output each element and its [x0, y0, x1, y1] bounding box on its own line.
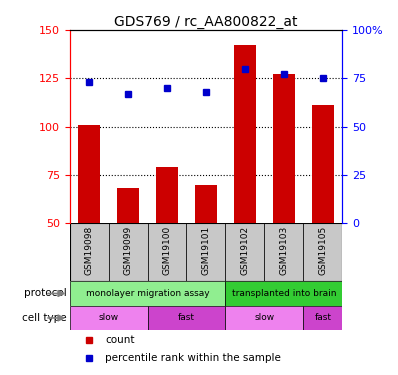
Text: monolayer migration assay: monolayer migration assay: [86, 289, 209, 298]
Text: fast: fast: [314, 314, 331, 322]
Bar: [78, 125, 100, 223]
Text: GSM19103: GSM19103: [279, 226, 289, 275]
Text: slow: slow: [99, 314, 119, 322]
Bar: [109, 223, 148, 281]
Bar: [187, 223, 225, 281]
Bar: [70, 223, 109, 281]
Bar: [195, 184, 217, 223]
Bar: [148, 306, 225, 330]
Text: GSM19101: GSM19101: [201, 226, 211, 275]
Text: fast: fast: [178, 314, 195, 322]
Bar: [225, 223, 264, 281]
Text: transplanted into brain: transplanted into brain: [232, 289, 336, 298]
Text: count: count: [105, 335, 135, 345]
Text: percentile rank within the sample: percentile rank within the sample: [105, 353, 281, 363]
Text: slow: slow: [254, 314, 275, 322]
Bar: [148, 223, 187, 281]
Bar: [70, 306, 148, 330]
Bar: [234, 45, 256, 223]
Bar: [225, 281, 342, 306]
Text: GSM19102: GSM19102: [240, 226, 250, 275]
Bar: [156, 167, 178, 223]
Text: cell type: cell type: [22, 313, 67, 323]
Bar: [303, 223, 342, 281]
Title: GDS769 / rc_AA800822_at: GDS769 / rc_AA800822_at: [114, 15, 298, 29]
Bar: [312, 105, 334, 223]
Bar: [117, 189, 139, 223]
Bar: [70, 281, 225, 306]
Bar: [225, 306, 303, 330]
Bar: [264, 223, 303, 281]
Bar: [303, 306, 342, 330]
Text: GSM19099: GSM19099: [123, 226, 133, 275]
Bar: [273, 75, 295, 223]
Text: protocol: protocol: [24, 288, 67, 298]
Text: GSM19098: GSM19098: [85, 226, 94, 275]
Text: GSM19100: GSM19100: [162, 226, 172, 275]
Text: GSM19105: GSM19105: [318, 226, 327, 275]
